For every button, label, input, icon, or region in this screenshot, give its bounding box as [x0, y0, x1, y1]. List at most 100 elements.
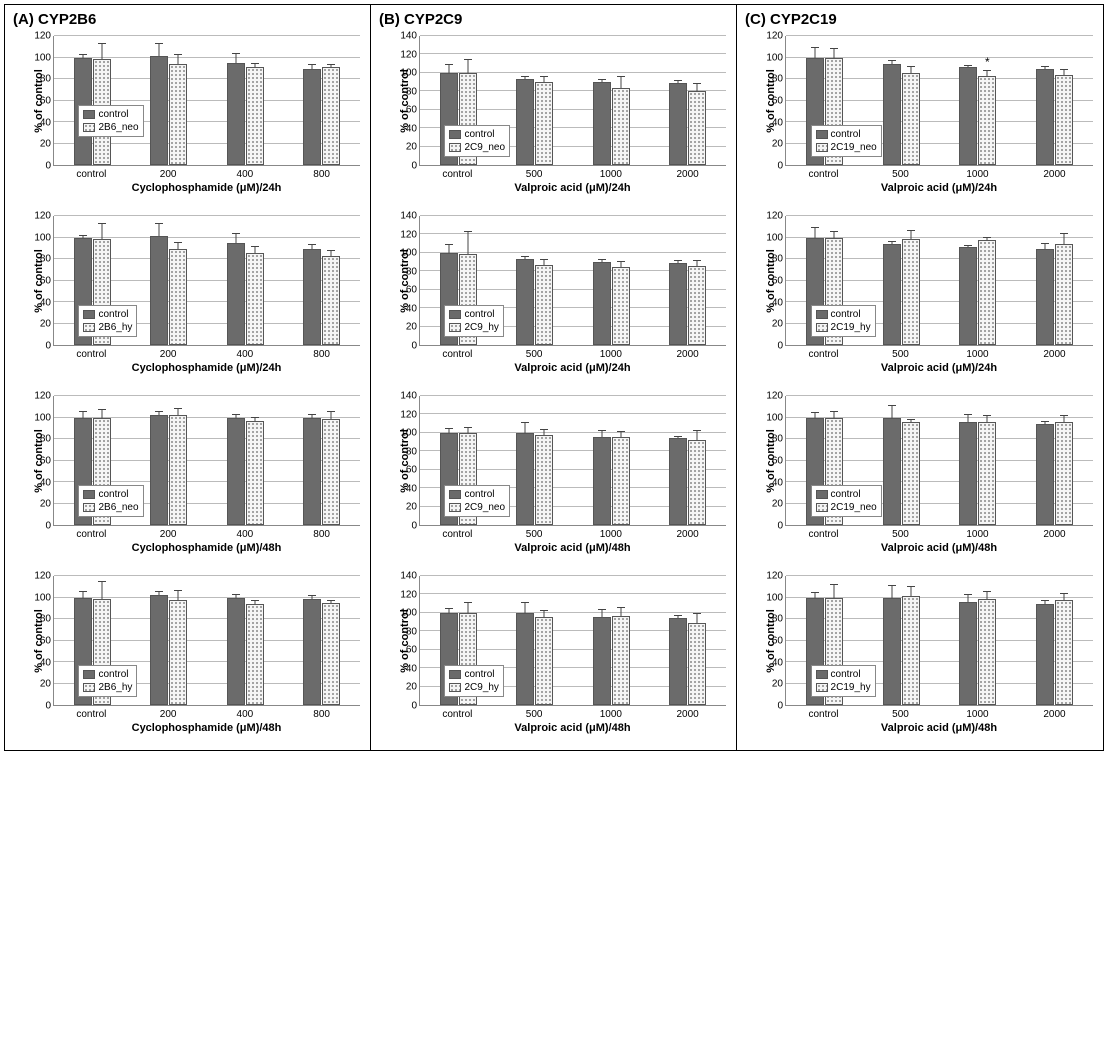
bar-group — [1036, 576, 1073, 705]
y-tick: 40 — [772, 477, 783, 488]
x-axis-label: Valproic acid (μM)/48h — [785, 720, 1093, 734]
y-tick: 0 — [411, 701, 417, 712]
y-tick: 120 — [400, 229, 417, 240]
legend-swatch — [83, 683, 95, 692]
chart-panel: % of control020406080100120control2C19_h… — [737, 570, 1103, 750]
bar-group — [150, 396, 187, 525]
y-tick: 40 — [40, 297, 51, 308]
bar-control — [516, 216, 534, 345]
x-tick: control — [419, 166, 496, 180]
bar-group — [227, 396, 264, 525]
bar-control — [959, 216, 977, 345]
y-tick: 60 — [406, 285, 417, 296]
x-tick: control — [53, 526, 130, 540]
legend-swatch — [449, 310, 461, 319]
y-tick: 80 — [772, 74, 783, 85]
legend-label: 2C9_neo — [464, 501, 505, 514]
chart-panel: % of control020406080100120control2B6_ne… — [5, 30, 370, 210]
x-tick: control — [53, 706, 130, 720]
bar-control — [1036, 36, 1054, 165]
chart-legend: control2C19_hy — [811, 665, 876, 697]
bar-group — [516, 576, 553, 705]
bar-group — [150, 576, 187, 705]
bar-treated — [93, 36, 111, 165]
x-tick: 1000 — [939, 706, 1016, 720]
y-tick: 120 — [766, 391, 783, 402]
y-tick: 60 — [406, 105, 417, 116]
y-tick: 80 — [40, 614, 51, 625]
y-tick: 0 — [411, 521, 417, 532]
legend-label: control — [464, 488, 494, 501]
x-tick: 2000 — [649, 346, 726, 360]
legend-label: control — [831, 128, 861, 141]
chart-legend: control2C9_neo — [444, 485, 510, 517]
chart-panel: % of control020406080100120140control2C9… — [371, 30, 736, 210]
legend-swatch — [83, 323, 95, 332]
bar-control — [1036, 396, 1054, 525]
bar-treated — [535, 36, 553, 165]
chart-panel: % of control020406080100120140control2C9… — [371, 210, 736, 390]
legend-label: 2C9_neo — [464, 141, 505, 154]
x-tick: control — [785, 346, 862, 360]
plot-area: control2C19_neo — [785, 396, 1093, 526]
x-axis-label: Cyclophosphamide (μM)/24h — [53, 180, 360, 194]
plot-area: control2C9_hy — [419, 576, 726, 706]
x-axis-label: Cyclophosphamide (μM)/24h — [53, 360, 360, 374]
bar-treated — [535, 576, 553, 705]
y-tick: 0 — [777, 161, 783, 172]
y-tick: 60 — [406, 465, 417, 476]
chart-legend: control2C9_neo — [444, 125, 510, 157]
legend-label: 2B6_hy — [98, 681, 132, 694]
x-axis-label: Cyclophosphamide (μM)/48h — [53, 720, 360, 734]
legend-label: control — [464, 308, 494, 321]
bar-group — [883, 576, 920, 705]
x-tick: 500 — [496, 526, 573, 540]
x-tick: 2000 — [649, 166, 726, 180]
legend-label: 2C19_neo — [831, 141, 877, 154]
x-tick: 800 — [283, 526, 360, 540]
legend-swatch — [83, 310, 95, 319]
y-tick: 100 — [34, 52, 51, 63]
bar-control — [516, 576, 534, 705]
chart-panel: % of control020406080100120control2C19_h… — [737, 210, 1103, 390]
y-tick: 60 — [772, 96, 783, 107]
bar-group — [303, 36, 340, 165]
column-title: (C) CYP2C19 — [737, 5, 1103, 30]
legend-label: 2B6_neo — [98, 121, 138, 134]
bar-treated — [688, 396, 706, 525]
bar-treated — [978, 396, 996, 525]
chart-legend: control2B6_hy — [78, 665, 137, 697]
legend-label: control — [98, 668, 128, 681]
bar-treated — [902, 36, 920, 165]
x-tick: 1000 — [573, 166, 650, 180]
bar-group — [227, 36, 264, 165]
x-tick: 500 — [862, 166, 939, 180]
y-tick: 80 — [772, 254, 783, 265]
x-tick: control — [419, 346, 496, 360]
legend-swatch — [816, 130, 828, 139]
bar-group — [959, 216, 996, 345]
x-tick: 400 — [207, 706, 284, 720]
y-tick: 0 — [777, 701, 783, 712]
bar-control — [516, 396, 534, 525]
legend-label: control — [464, 128, 494, 141]
y-tick: 40 — [772, 657, 783, 668]
chart-legend: control2B6_hy — [78, 305, 137, 337]
bar-treated — [612, 576, 630, 705]
y-tick: 100 — [400, 428, 417, 439]
bar-group — [959, 576, 996, 705]
x-tick: 400 — [207, 166, 284, 180]
y-tick: 20 — [40, 499, 51, 510]
bar-group — [593, 576, 630, 705]
bar-control — [593, 396, 611, 525]
x-tick: 500 — [862, 526, 939, 540]
bar-treated — [322, 36, 340, 165]
legend-swatch — [449, 670, 461, 679]
bar-treated — [246, 216, 264, 345]
bar-treated — [322, 576, 340, 705]
y-tick: 0 — [45, 341, 51, 352]
legend-label: 2C19_neo — [831, 501, 877, 514]
x-axis-label: Valproic acid (μM)/48h — [419, 540, 726, 554]
x-tick: 400 — [207, 526, 284, 540]
y-tick: 40 — [40, 657, 51, 668]
